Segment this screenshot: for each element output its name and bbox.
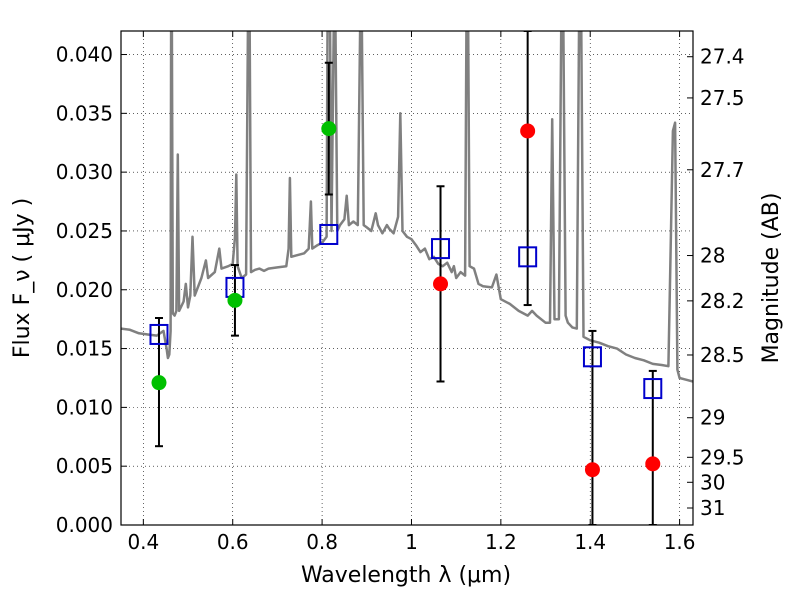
photometry-points: [151, 121, 661, 478]
right-tick-label: 27.7: [700, 158, 745, 182]
plot-frame: [120, 30, 694, 526]
photometry-point: [227, 292, 243, 308]
x-axis-label: Wavelength λ (μm): [301, 563, 511, 588]
y-tick-label: 0.030: [56, 160, 113, 184]
photometry-point: [321, 121, 337, 137]
right-tick-label: 27.4: [700, 45, 745, 69]
x-axis-ticks: 0.4 0.6 0.8 1 1.2 1.4 1.6: [127, 31, 696, 554]
y-tick-label: 0.025: [56, 219, 113, 243]
y-tick-label: 0.020: [56, 278, 113, 302]
model-band-square: [643, 378, 663, 400]
model-band-markers: [149, 223, 663, 400]
model-band-square: [149, 323, 169, 345]
x-tick-label: 0.8: [306, 530, 338, 554]
x-tick-label: 1.4: [574, 530, 606, 554]
y-tick-label: 0.005: [56, 454, 113, 478]
x-tick-label: 1.2: [485, 530, 517, 554]
right-tick-label: 29.5: [700, 445, 745, 469]
model-band-square: [582, 346, 602, 368]
y-tick-label: 0.000: [56, 513, 113, 537]
right-tick-label: 28: [700, 244, 725, 268]
right-axis-label: Magnitude (AB): [759, 193, 784, 364]
right-tick-label: 29: [700, 406, 725, 430]
photometry-point: [584, 462, 600, 478]
model-band-square: [431, 238, 451, 260]
y-tick-label: 0.040: [56, 43, 113, 67]
y-tick-label: 0.035: [56, 101, 113, 125]
photometry-point: [151, 375, 167, 391]
x-tick-label: 1.6: [664, 530, 696, 554]
y-axis-label: Flux F_ν ( μJy ): [10, 198, 35, 358]
y-tick-label: 0.015: [56, 337, 113, 361]
right-tick-label: 31: [700, 496, 725, 520]
x-tick-label: 1: [405, 530, 418, 554]
photometry-point: [520, 123, 536, 139]
model-spectrum-line: [121, 31, 693, 383]
x-tick-label: 0.4: [127, 530, 159, 554]
right-tick-label: 28.5: [700, 343, 745, 367]
y-axis-ticks: 0.000 0.005 0.010 0.015 0.020 0.025 0.030 0.035…: [56, 43, 127, 537]
model-band-square: [518, 246, 538, 268]
x-tick-label: 0.6: [217, 530, 249, 554]
right-tick-label: 28.2: [700, 289, 745, 313]
model-band-square: [319, 223, 339, 245]
right-tick-label: 30: [700, 470, 725, 494]
y-tick-label: 0.010: [56, 395, 113, 419]
photometry-point: [645, 456, 661, 472]
right-tick-label: 27.5: [700, 86, 745, 110]
photometry-point: [433, 276, 449, 292]
